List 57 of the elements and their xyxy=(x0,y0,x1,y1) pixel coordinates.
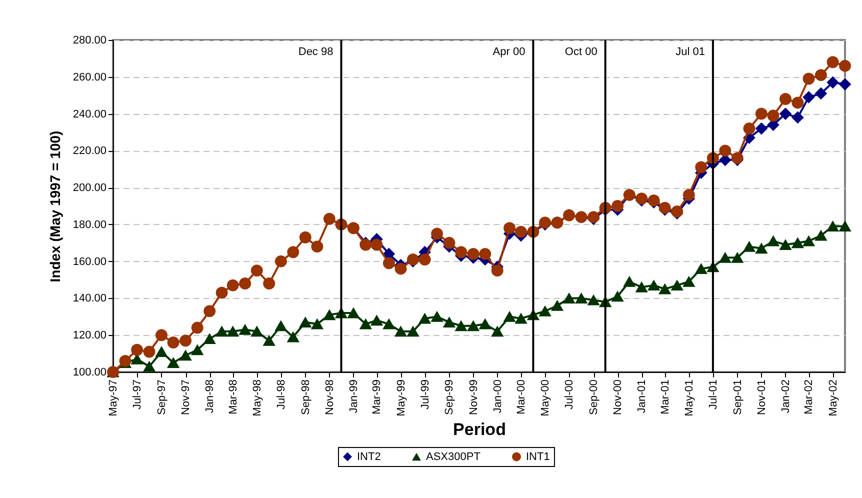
y-axis-title: Index (May 1997 = 100) xyxy=(46,130,63,282)
x-axis-title: Period xyxy=(453,420,506,440)
y-tick-label: 260.00 xyxy=(72,71,106,84)
x-tick-label: Sep-01 xyxy=(732,380,744,415)
x-tick-label: Jan-00 xyxy=(492,380,504,414)
x-tick-label: Jan-02 xyxy=(780,380,792,414)
x-tick-label: Mar-98 xyxy=(227,380,240,414)
x-tick-label: Jul-98 xyxy=(275,380,288,410)
point xyxy=(755,122,768,135)
x-tick-label: Nov-01 xyxy=(756,380,768,415)
y-tick-label: 120.00 xyxy=(72,330,106,342)
point xyxy=(839,78,851,90)
x-tick-label: Nov-99 xyxy=(468,380,480,415)
x-tick-label: Sep-98 xyxy=(300,380,312,415)
y-tick-label: 280.00 xyxy=(72,34,106,46)
x-tick-label: Sep-99 xyxy=(444,380,456,415)
x-tick-label: Mar-00 xyxy=(515,380,528,414)
y-tick-label: 200.00 xyxy=(72,182,106,194)
x-tick-label: Sep-97 xyxy=(156,380,168,415)
x-tick-label: Jan-01 xyxy=(636,380,648,414)
ref-line-label: Apr 00 xyxy=(492,46,526,58)
y-tick-label: 180.00 xyxy=(72,218,106,231)
x-tick-label: May-97 xyxy=(108,380,120,416)
x-tick-label: May-02 xyxy=(827,380,840,416)
point xyxy=(780,108,792,120)
x-tick-label: Mar-99 xyxy=(371,380,384,414)
x-tick-label: Jan-99 xyxy=(348,380,360,414)
x-tick-label: May-99 xyxy=(395,380,408,416)
x-tick-label: May-00 xyxy=(540,380,552,416)
legend-label: INT2 xyxy=(357,450,381,463)
x-tick-label: Jul-01 xyxy=(707,380,720,410)
y-tick-label: 240.00 xyxy=(72,108,106,120)
y-tick-label: 140.00 xyxy=(72,292,106,305)
ref-line-label: Oct 00 xyxy=(564,46,598,58)
point xyxy=(826,76,839,88)
x-tick-label: Jul-00 xyxy=(564,380,576,410)
x-tick-label: Nov-00 xyxy=(612,380,624,415)
x-tick-label: Jul-97 xyxy=(132,380,144,410)
x-tick-label: Mar-02 xyxy=(803,380,816,414)
x-tick-label: May-01 xyxy=(683,380,696,416)
legend-label: ASX300PT xyxy=(426,450,481,463)
x-tick-label: Nov-98 xyxy=(324,380,336,415)
y-tick-label: 220.00 xyxy=(72,145,106,158)
legend-label: INT1 xyxy=(526,450,550,463)
y-tick-label: 160.00 xyxy=(72,256,106,268)
x-tick-label: Mar-01 xyxy=(659,380,672,414)
x-tick-label: Nov-97 xyxy=(180,380,192,415)
x-tick-label: Jul-99 xyxy=(419,380,432,410)
y-tick-label: 100.00 xyxy=(72,366,106,378)
point xyxy=(814,88,827,100)
x-tick-label: Sep-00 xyxy=(588,380,600,415)
point xyxy=(792,111,804,124)
x-tick-label: Jan-98 xyxy=(204,380,216,414)
x-tick-label: May-98 xyxy=(251,380,264,416)
ref-line-label: Dec 98 xyxy=(298,46,334,58)
ref-line-label: Jul 01 xyxy=(676,46,705,58)
point xyxy=(802,91,815,104)
